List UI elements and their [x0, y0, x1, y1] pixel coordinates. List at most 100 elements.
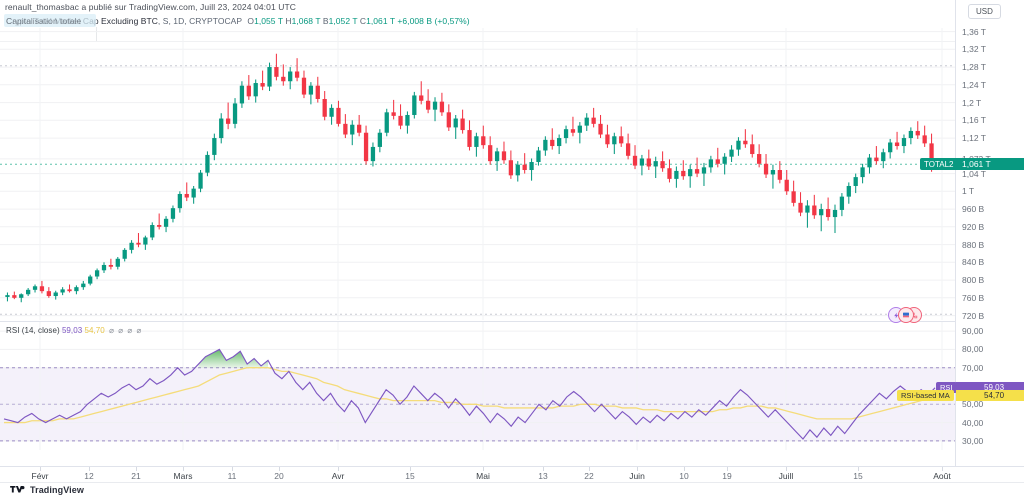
time-tick-label: Juin — [629, 471, 645, 481]
currency-label[interactable]: USD — [968, 4, 1001, 19]
rsi-pane[interactable] — [0, 322, 955, 450]
time-tick-label: Août — [933, 471, 951, 481]
time-tick-mark — [410, 467, 411, 471]
time-tick-mark — [727, 467, 728, 471]
rsi-tick: 70,00 — [962, 362, 984, 373]
rsi-nil-2: ⌀ — [118, 326, 124, 335]
change-value: +6,008 B — [397, 16, 433, 26]
time-tick-label: 21 — [131, 471, 141, 481]
tradingview-mark-icon — [10, 485, 25, 493]
time-tick-label: 20 — [274, 471, 284, 481]
open-label: O — [247, 16, 255, 26]
close-value: 1,061 T — [366, 16, 395, 26]
time-tick-label: 15 — [405, 471, 415, 481]
price-tick: 840 B — [962, 257, 985, 268]
rsi-legend: RSI (14, close) 59,03 54,70 ⌀ ⌀ ⌀ ⌀ — [6, 326, 141, 335]
time-tick-mark — [338, 467, 339, 471]
rsi-legend-ma-value: 54,70 — [84, 326, 105, 335]
rsi-ma-label-tag: RSI-based MA — [897, 390, 954, 402]
time-tick-label: 10 — [679, 471, 689, 481]
time-tick-label: Avr — [331, 471, 345, 481]
price-tick: 1,2 T — [962, 97, 982, 108]
price-tick: 1,24 T — [962, 79, 986, 90]
rsi-tick: 90,00 — [962, 326, 984, 337]
time-tick-mark — [858, 467, 859, 471]
chart-flag-icon[interactable] — [898, 307, 914, 323]
time-tick-mark — [136, 467, 137, 471]
time-tick-mark — [183, 467, 184, 471]
floating-badges[interactable] — [888, 307, 924, 323]
time-tick-label: 12 — [84, 471, 94, 481]
rsi-value-badge: 59,03 — [956, 382, 1024, 394]
time-tick-label: Mai — [476, 471, 490, 481]
price-pane[interactable] — [0, 28, 955, 320]
time-tick-mark — [543, 467, 544, 471]
time-tick-label: 22 — [584, 471, 594, 481]
price-tick: 960 B — [962, 204, 985, 215]
price-axis[interactable]: USD 1,36 T 1,32 T 1,28 T 1,24 T 1,2 T 1,16 T 1… — [897, 0, 1024, 466]
time-tick-mark — [684, 467, 685, 471]
current-price-badge: 1,061 T — [956, 158, 1024, 171]
price-tick: 1,12 T — [962, 133, 986, 144]
price-tick: 920 B — [962, 221, 985, 232]
time-tick-mark — [483, 467, 484, 471]
time-tick-mark — [589, 467, 590, 471]
open-value: 1,055 T — [254, 16, 283, 26]
time-tick-label: 11 — [227, 471, 237, 481]
rsi-tick: 30,00 — [962, 435, 984, 446]
symbol-meta: , S, 1D, CRYPTOCAP — [157, 16, 242, 26]
time-tick-label: 13 — [538, 471, 548, 481]
price-tick: 800 B — [962, 275, 985, 286]
rsi-label-tag: RSI — [936, 382, 957, 394]
time-tick-label: Mars — [173, 471, 193, 481]
price-tick: 760 B — [962, 292, 985, 303]
price-tick: 1,36 T — [962, 26, 986, 37]
price-tick: 1,16 T — [962, 115, 986, 126]
attribution-text: renault_thomasbac a publié sur TradingVi… — [5, 2, 297, 12]
price-tick: 1,32 T — [962, 44, 986, 55]
time-tick-mark — [40, 467, 41, 471]
high-label: H — [285, 16, 292, 26]
symbol-price-tag: TOTAL2 — [920, 158, 958, 171]
time-tick-mark — [942, 467, 943, 471]
rsi-legend-title[interactable]: RSI (14, close) — [6, 326, 60, 335]
tradingview-brand-text: TradingView — [30, 485, 84, 495]
time-tick-mark — [89, 467, 90, 471]
footer-bar: TradingView — [0, 482, 1024, 498]
rsi-indicator-chart — [0, 322, 955, 450]
close-label: C — [359, 16, 367, 26]
time-tick-mark — [786, 467, 787, 471]
rsi-tick: 80,00 — [962, 344, 984, 355]
rsi-nil-3: ⌀ — [127, 326, 133, 335]
time-tick-label: Févr — [31, 471, 49, 481]
time-tick-label: 19 — [722, 471, 732, 481]
tradingview-logo[interactable]: TradingView — [10, 485, 84, 495]
ohlc-values: O1,055 T H1,068 T B1,052 T C1,061 T +6,0… — [247, 16, 469, 26]
header-separator — [0, 41, 955, 42]
rsi-legend-value: 59,03 — [61, 326, 83, 335]
candlestick-chart — [0, 28, 955, 320]
rsi-tick: 50,00 — [962, 399, 984, 410]
time-axis[interactable]: Févr 12 21 Mars 11 20 Avr 15 Mai 13 22 Juin 10 19 Juil… — [0, 466, 1024, 483]
pane-separator — [0, 321, 955, 322]
price-tick: 1,04 T — [962, 168, 986, 179]
time-tick-mark — [279, 467, 280, 471]
price-tick: 1,28 T — [962, 62, 986, 73]
price-tick: 880 B — [962, 239, 985, 250]
time-tick-mark — [637, 467, 638, 471]
time-tick-label: Juill — [778, 471, 794, 481]
time-tick-mark — [232, 467, 233, 471]
rsi-nil-4: ⌀ — [136, 326, 142, 335]
rsi-tick: 40,00 — [962, 417, 984, 428]
price-tick: 1 T — [962, 186, 975, 197]
time-tick-label: 15 — [853, 471, 863, 481]
price-tick: 720 B — [962, 310, 985, 321]
symbol-title-overlap: Capitalisation totale — [6, 16, 82, 26]
low-value: 1,052 T — [328, 16, 358, 26]
rsi-ma-value-badge: 54,70 — [956, 390, 1024, 402]
low-label: B — [322, 16, 329, 26]
high-value: 1,068 T — [291, 16, 321, 26]
rsi-nil-1: ⌀ — [109, 326, 114, 335]
change-percent: (+0,57%) — [434, 16, 470, 26]
